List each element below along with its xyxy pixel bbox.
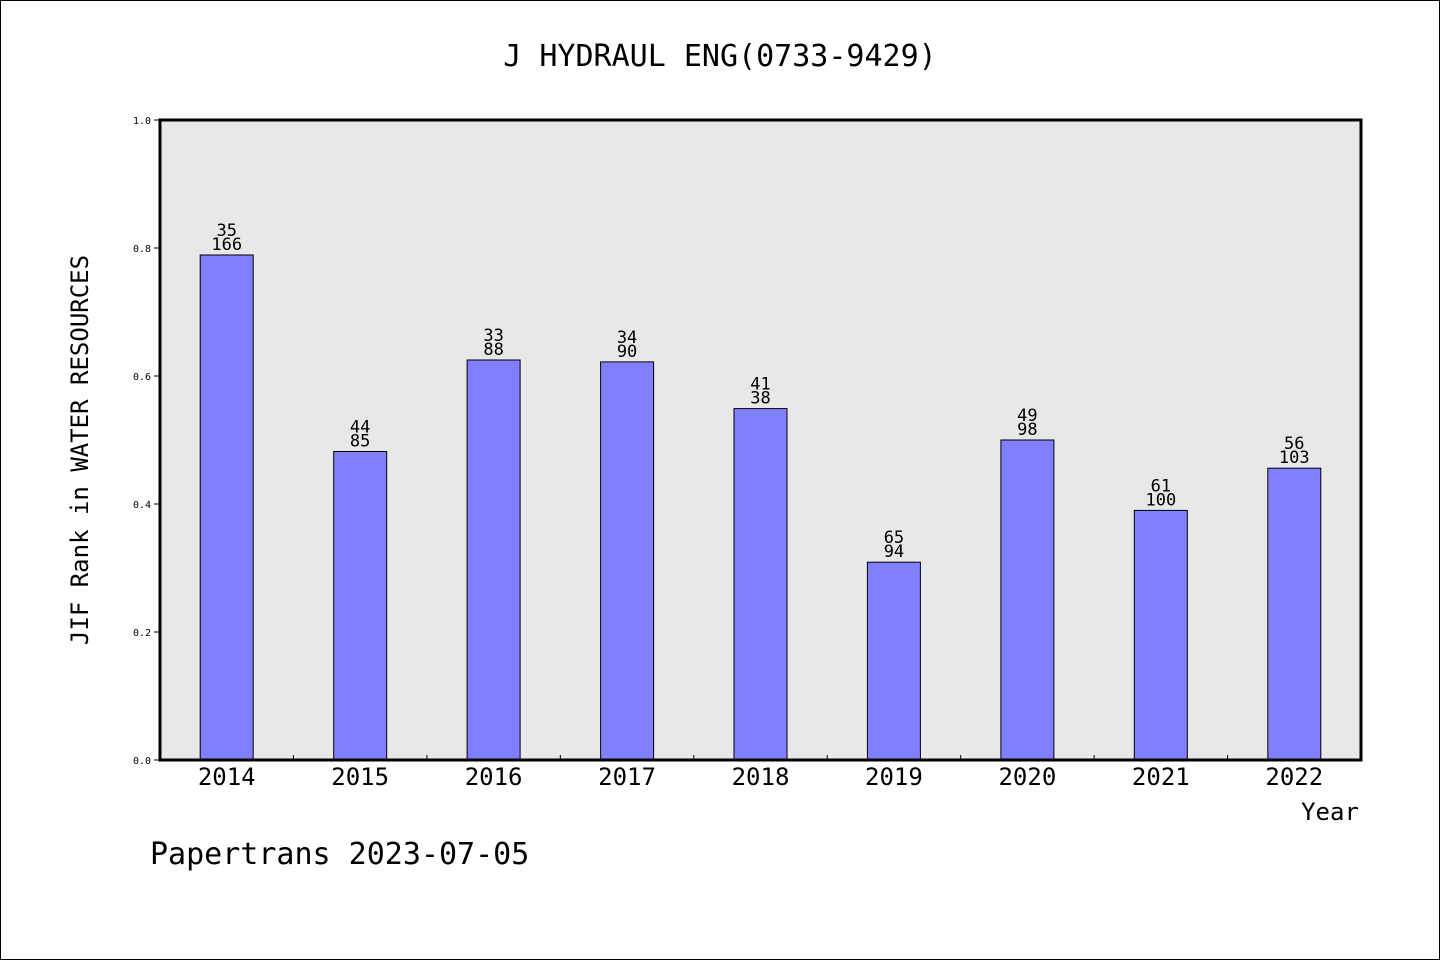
bar-total-label: 100 bbox=[1145, 490, 1176, 510]
y-tick-label: 0.6 bbox=[133, 372, 151, 383]
y-axis: 0.0 0.2 0.4 0.6 0.8 1.0 bbox=[133, 116, 160, 767]
bar-rank-label: 34 bbox=[617, 328, 637, 348]
x-tick-label: 2019 bbox=[865, 763, 923, 791]
y-tick-label: 1.0 bbox=[133, 116, 151, 127]
bar-total-label: 88 bbox=[483, 340, 503, 360]
bar-total-label: 103 bbox=[1279, 448, 1310, 468]
x-tick-label: 2022 bbox=[1265, 763, 1323, 791]
bars bbox=[199, 254, 1322, 761]
bar-2018 bbox=[733, 408, 788, 761]
chart-title: J HYDRAUL ENG(0733-9429) bbox=[503, 39, 936, 74]
bar-rank-label: 35 bbox=[216, 221, 236, 241]
y-tick-label: 0.4 bbox=[133, 500, 151, 511]
bar-rank-label: 41 bbox=[750, 375, 770, 395]
x-axis-label: Year bbox=[1301, 798, 1359, 826]
y-tick-label: 0.2 bbox=[133, 628, 151, 639]
y-axis-label: JIF Rank in WATER RESOURCES bbox=[66, 255, 94, 645]
footer-credit: Papertrans 2023-07-05 bbox=[150, 837, 529, 872]
bar-total-label: 38 bbox=[750, 389, 770, 409]
bar-2020 bbox=[1000, 439, 1055, 761]
bar-rank-label: 65 bbox=[884, 528, 904, 548]
bar-total-label: 94 bbox=[884, 542, 904, 562]
bar-2019 bbox=[866, 561, 921, 761]
bar-2014 bbox=[199, 254, 254, 761]
y-tick-label: 0.8 bbox=[133, 244, 151, 255]
bar-2021 bbox=[1133, 509, 1188, 761]
bar-2022 bbox=[1267, 467, 1322, 761]
x-tick-label: 2021 bbox=[1132, 763, 1190, 791]
x-tick-label: 2014 bbox=[198, 763, 256, 791]
bar-rank-label: 61 bbox=[1151, 476, 1171, 496]
x-tick-label: 2015 bbox=[331, 763, 389, 791]
bar-total-label: 85 bbox=[350, 432, 370, 452]
bar-2016 bbox=[466, 359, 521, 761]
bar-total-label: 90 bbox=[617, 342, 637, 362]
y-tick-label: 0.0 bbox=[133, 756, 151, 767]
plot-border bbox=[158, 118, 1363, 762]
x-axis: 2014 2015 2016 2017 2018 2019 2020 2021 2022 bbox=[198, 755, 1323, 791]
bar-rank-label: 56 bbox=[1284, 434, 1304, 454]
bar-total-label: 98 bbox=[1017, 420, 1037, 440]
bar-rank-label: 44 bbox=[350, 418, 370, 438]
bar-total-label: 166 bbox=[211, 235, 242, 255]
bar-2015 bbox=[333, 451, 388, 761]
bar-rank-label: 49 bbox=[1017, 406, 1037, 426]
x-tick-label: 2017 bbox=[598, 763, 656, 791]
x-tick-label: 2016 bbox=[465, 763, 523, 791]
bar-rank-label: 33 bbox=[483, 326, 503, 346]
bar-2017 bbox=[600, 361, 655, 761]
x-tick-label: 2020 bbox=[998, 763, 1056, 791]
x-tick-label: 2018 bbox=[732, 763, 790, 791]
